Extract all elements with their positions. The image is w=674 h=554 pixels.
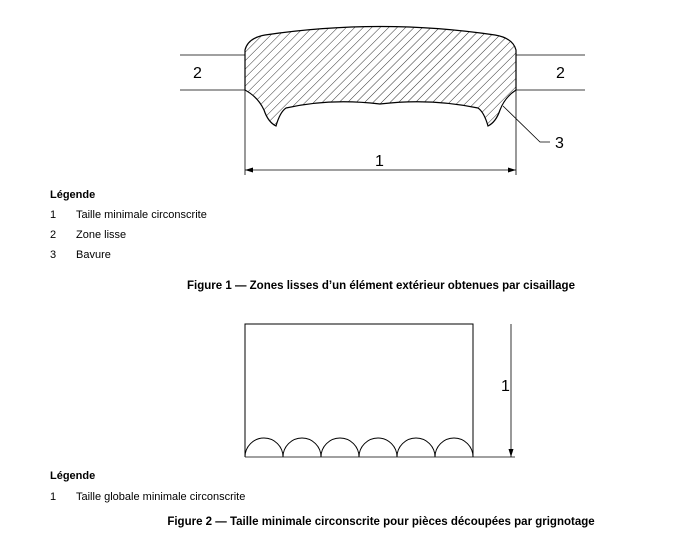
legend-text: Taille globale minimale circonscrite [76, 491, 246, 503]
legend-text: Zone lisse [76, 229, 127, 241]
legend-item: 1 Taille globale minimale circonscrite [50, 491, 245, 511]
figure1-legend: 1 Taille minimale circonscrite 2 Zone li… [50, 209, 207, 269]
nibbled-part [244, 323, 474, 458]
height-label: 1 [501, 378, 510, 395]
legend-item: 3 Bavure [50, 249, 207, 269]
arrow-right-icon [508, 167, 516, 173]
figure2-legend-title: Légende [50, 470, 96, 482]
legend-item: 2 Zone lisse [50, 229, 207, 249]
legend-number: 1 [50, 491, 57, 503]
figure1-caption: Figure 1 — Zones lisses d’un élément ext… [187, 280, 575, 292]
arrow-down-icon [508, 449, 514, 457]
arrow-left-icon [245, 167, 253, 173]
legend-text: Bavure [76, 249, 111, 261]
zone-label-left: 2 [193, 65, 202, 82]
figure2-caption: Figure 2 — Taille minimale circonscrite … [167, 516, 595, 528]
width-label: 1 [375, 153, 384, 170]
figure1-legend-title: Légende [50, 189, 96, 201]
burr-leader-line [502, 105, 550, 143]
legend-number: 3 [50, 249, 57, 261]
zone-label-right: 2 [556, 65, 565, 82]
legend-item: 1 Taille minimale circonscrite [50, 209, 207, 229]
legend-text: Taille minimale circonscrite [76, 209, 207, 221]
figure2-legend: 1 Taille globale minimale circonscrite [50, 491, 245, 511]
figure2-drawing: 1 [244, 323, 515, 458]
burr-label: 3 [555, 135, 564, 152]
figure1-drawing: 2 2 1 3 [180, 25, 585, 175]
legend-number: 1 [50, 209, 57, 221]
sheared-part [244, 25, 517, 127]
legend-number: 2 [50, 229, 57, 241]
